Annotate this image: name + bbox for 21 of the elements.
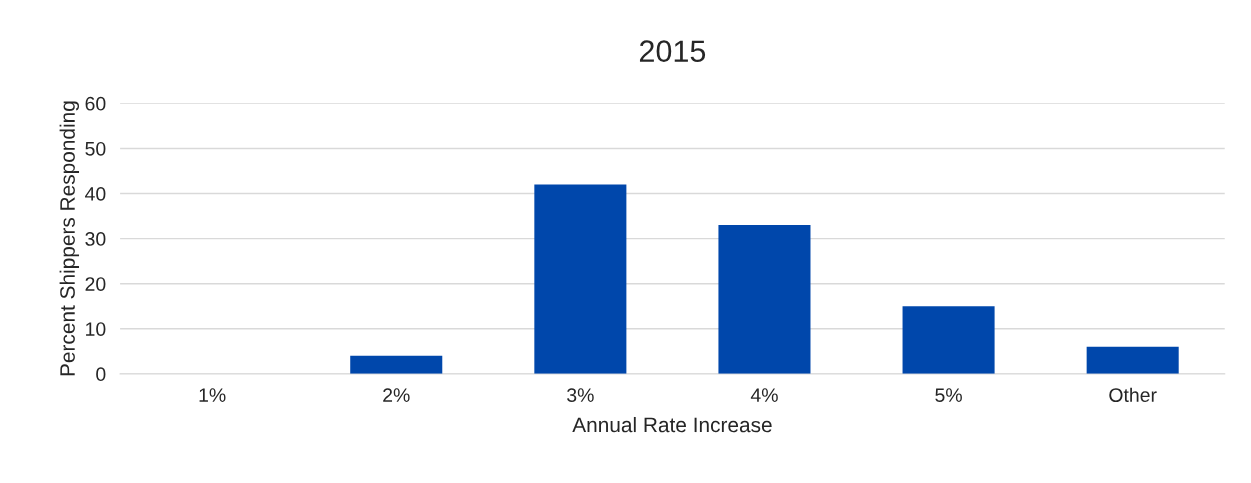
bar (902, 306, 995, 374)
y-tick-label: 0 (96, 367, 106, 382)
bar (350, 355, 443, 374)
bar (718, 225, 811, 374)
y-tick-label: 50 (85, 141, 106, 156)
y-tick-label: 30 (85, 232, 106, 246)
y-tick-label: 40 (85, 186, 106, 201)
x-tick-label: 3% (567, 388, 594, 403)
y-axis-title: Percent Shippers Responding (59, 101, 80, 376)
chart-title: 2015 (639, 40, 706, 62)
x-tick-label: Other (1109, 387, 1157, 403)
y-tick-label: 60 (85, 96, 106, 111)
bar (1086, 346, 1179, 374)
x-tick-label: 4% (750, 388, 778, 402)
x-tick-label: 1% (199, 388, 226, 402)
y-tick-label: 10 (86, 322, 106, 336)
bar (534, 184, 627, 374)
x-tick-label: 2% (383, 388, 410, 402)
x-tick-label: 5% (935, 388, 962, 403)
y-tick-label: 20 (85, 277, 106, 291)
x-axis-title: Annual Rate Increase (572, 416, 772, 433)
